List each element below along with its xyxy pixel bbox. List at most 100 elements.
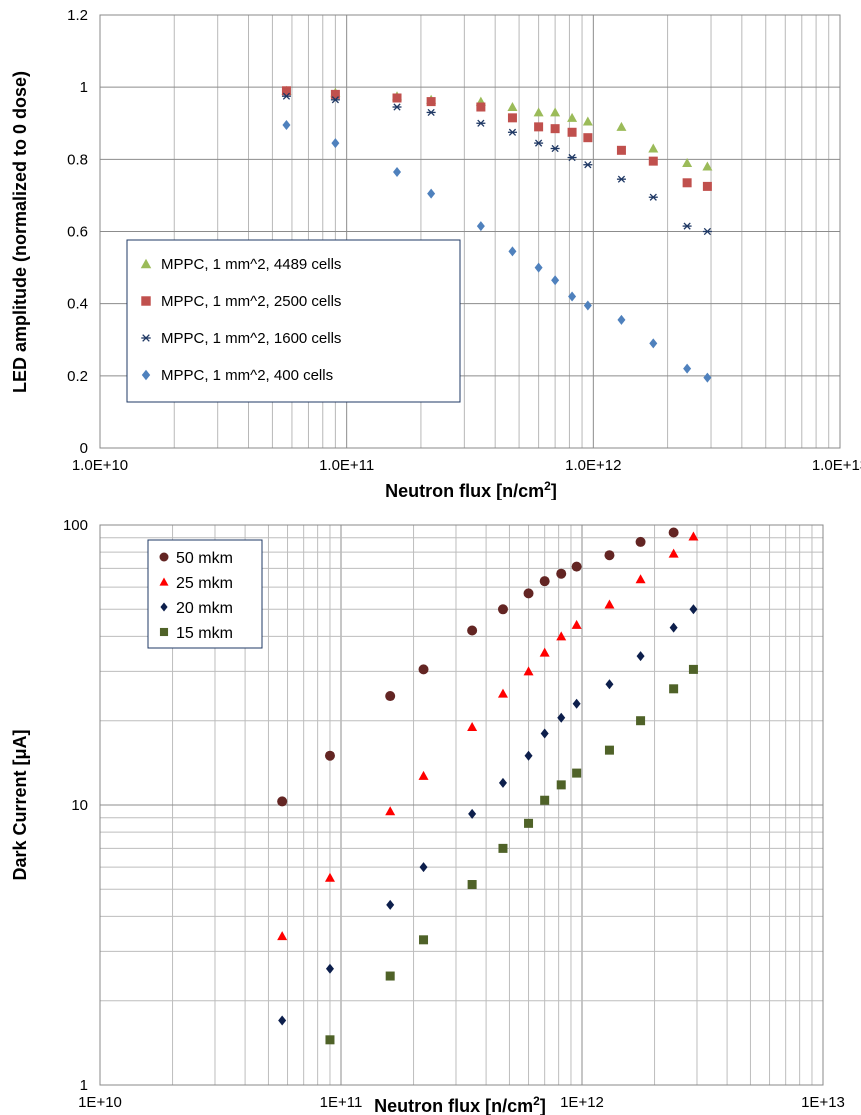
- chart2-point: [498, 777, 507, 788]
- chart2-legend-label: 20 mkm: [176, 600, 233, 617]
- chart2-point: [556, 631, 567, 641]
- chart1-series-1: [281, 86, 712, 191]
- chart1-point: [648, 143, 659, 153]
- chart2-legend-label: 15 mkm: [176, 625, 233, 642]
- chart2-legend-marker: [159, 552, 169, 562]
- chart1-point: [648, 193, 658, 201]
- chart2-series-3: [325, 664, 698, 1045]
- chart1-x-axis-title-main: Neutron flux [n/cm: [385, 481, 544, 500]
- chart2-point: [668, 527, 679, 538]
- chart1-point: [392, 103, 402, 111]
- chart1-point: [567, 153, 577, 162]
- chart1-legend-label: MPPC, 1 mm^2, 1600 cells: [161, 330, 341, 347]
- chart1-y-tick-label: 0.8: [67, 151, 88, 168]
- chart1-x-tick-label: 1.0E+13: [812, 457, 861, 474]
- chart1-point: [427, 188, 436, 199]
- chart1-point: [533, 107, 544, 117]
- chart2-legend-marker: [159, 577, 169, 586]
- chart1-y-tick-label: 1.2: [67, 7, 88, 24]
- chart1-legend-marker: [141, 369, 151, 381]
- chart2-point: [636, 716, 646, 726]
- chart2-legend-label: 50 mkm: [176, 550, 233, 567]
- chart2-x-tick-label: 1E+13: [801, 1094, 845, 1111]
- chart2-point: [497, 604, 508, 615]
- chart1-point: [534, 122, 544, 132]
- chart1-legend-label: MPPC, 1 mm^2, 4489 cells: [161, 256, 341, 273]
- chart1-legend-label: MPPC, 1 mm^2, 400 cells: [161, 367, 333, 384]
- chart2-point: [556, 568, 567, 579]
- chart2-marks: [277, 527, 699, 1045]
- chart1-point: [550, 107, 561, 117]
- chart1-point: [702, 161, 713, 171]
- chart2-x-axis-title: Neutron flux [n/cm2]: [374, 1094, 546, 1115]
- chart1-point: [683, 363, 692, 374]
- chart1-point: [682, 157, 693, 167]
- chart2-point: [325, 963, 334, 974]
- chart1-x-axis-title-end: ]: [551, 481, 557, 500]
- chart1-x-tick-label: 1.0E+12: [565, 457, 621, 474]
- chart1-legend: MPPC, 1 mm^2, 4489 cells MPPC, 1 mm^2, 25…: [126, 239, 461, 403]
- dark-current-chart: 1 10 100 1E+10 1E+11 1E+12 1E+13 50 mkm 25 mkm…: [10, 517, 845, 1115]
- chart2-point: [669, 622, 678, 633]
- chart1-y-tick-label: 0: [80, 440, 88, 457]
- chart2-x-axis-title-main: Neutron flux [n/cm: [374, 1096, 533, 1115]
- chart2-point: [572, 698, 581, 709]
- chart1-point: [507, 113, 517, 123]
- chart2-point: [524, 818, 534, 828]
- chart1-point: [426, 108, 436, 117]
- chart2-point: [324, 872, 335, 882]
- chart1-point: [330, 89, 340, 99]
- chart1-point: [550, 124, 560, 134]
- chart2-point: [604, 599, 615, 609]
- chart1-plot-border: [99, 14, 841, 449]
- chart1-point: [550, 144, 560, 153]
- chart2-point: [571, 561, 582, 572]
- chart2-point: [539, 576, 550, 587]
- chart2-point: [324, 750, 335, 761]
- chart2-point: [669, 684, 679, 694]
- chart2-x-ticks: 1E+10 1E+11 1E+12 1E+13: [78, 1094, 845, 1111]
- chart2-point: [385, 691, 396, 702]
- chart1-y-tick-label: 0.6: [67, 224, 88, 241]
- chart1-point: [507, 102, 518, 112]
- chart1-point: [534, 139, 544, 147]
- chart1-point: [331, 138, 340, 149]
- chart2-point: [689, 604, 698, 615]
- chart1-series-2: [281, 92, 712, 236]
- chart1-series-0: [281, 85, 713, 171]
- chart2-point: [385, 806, 396, 816]
- chart2-y-ticks: 1 10 100: [63, 517, 88, 1094]
- chart2-point: [635, 536, 646, 547]
- chart1-point: [682, 178, 692, 188]
- chart1-y-ticks: 0 0.2 0.4 0.6 0.8 1 1.2: [67, 7, 88, 457]
- chart1-point: [616, 121, 627, 131]
- chart2-point: [605, 679, 614, 690]
- chart1-point: [649, 338, 658, 349]
- chart1-point: [583, 300, 592, 311]
- chart1-legend-marker: [140, 258, 152, 269]
- chart2-x-tick-label: 1E+10: [78, 1094, 122, 1111]
- chart1-x-ticks: 1.0E+10 1.0E+11 1.0E+12 1.0E+13: [72, 457, 861, 474]
- chart1-point: [617, 314, 626, 325]
- chart1-legend-marker: [141, 334, 151, 342]
- chart1-point: [281, 92, 291, 100]
- chart1-grid: [99, 14, 840, 449]
- chart1-point: [282, 120, 291, 131]
- chart2-point: [325, 1035, 335, 1045]
- chart2-point: [386, 899, 395, 910]
- chart2-legend-marker: [160, 602, 168, 612]
- chart1-point: [702, 181, 712, 191]
- chart1-series-3: [282, 120, 712, 383]
- chart2-y-tick-label: 1: [80, 1077, 88, 1094]
- chart1-point: [616, 175, 626, 183]
- chart2-point: [539, 647, 550, 657]
- chart2-plot-border: [99, 524, 824, 1086]
- chart1-point: [703, 372, 712, 383]
- chart1-point: [568, 291, 577, 302]
- chart1-point: [583, 161, 593, 169]
- chart2-y-axis-title: Dark Current [μA]: [10, 729, 30, 880]
- led-amplitude-chart: 00.20.40.60.811.2 1.0E+10 1.0E+11 1.0E+12 1…: [10, 7, 861, 500]
- chart2-series-1: [277, 531, 699, 941]
- chart2-point: [556, 780, 566, 790]
- chart2-point: [557, 712, 566, 723]
